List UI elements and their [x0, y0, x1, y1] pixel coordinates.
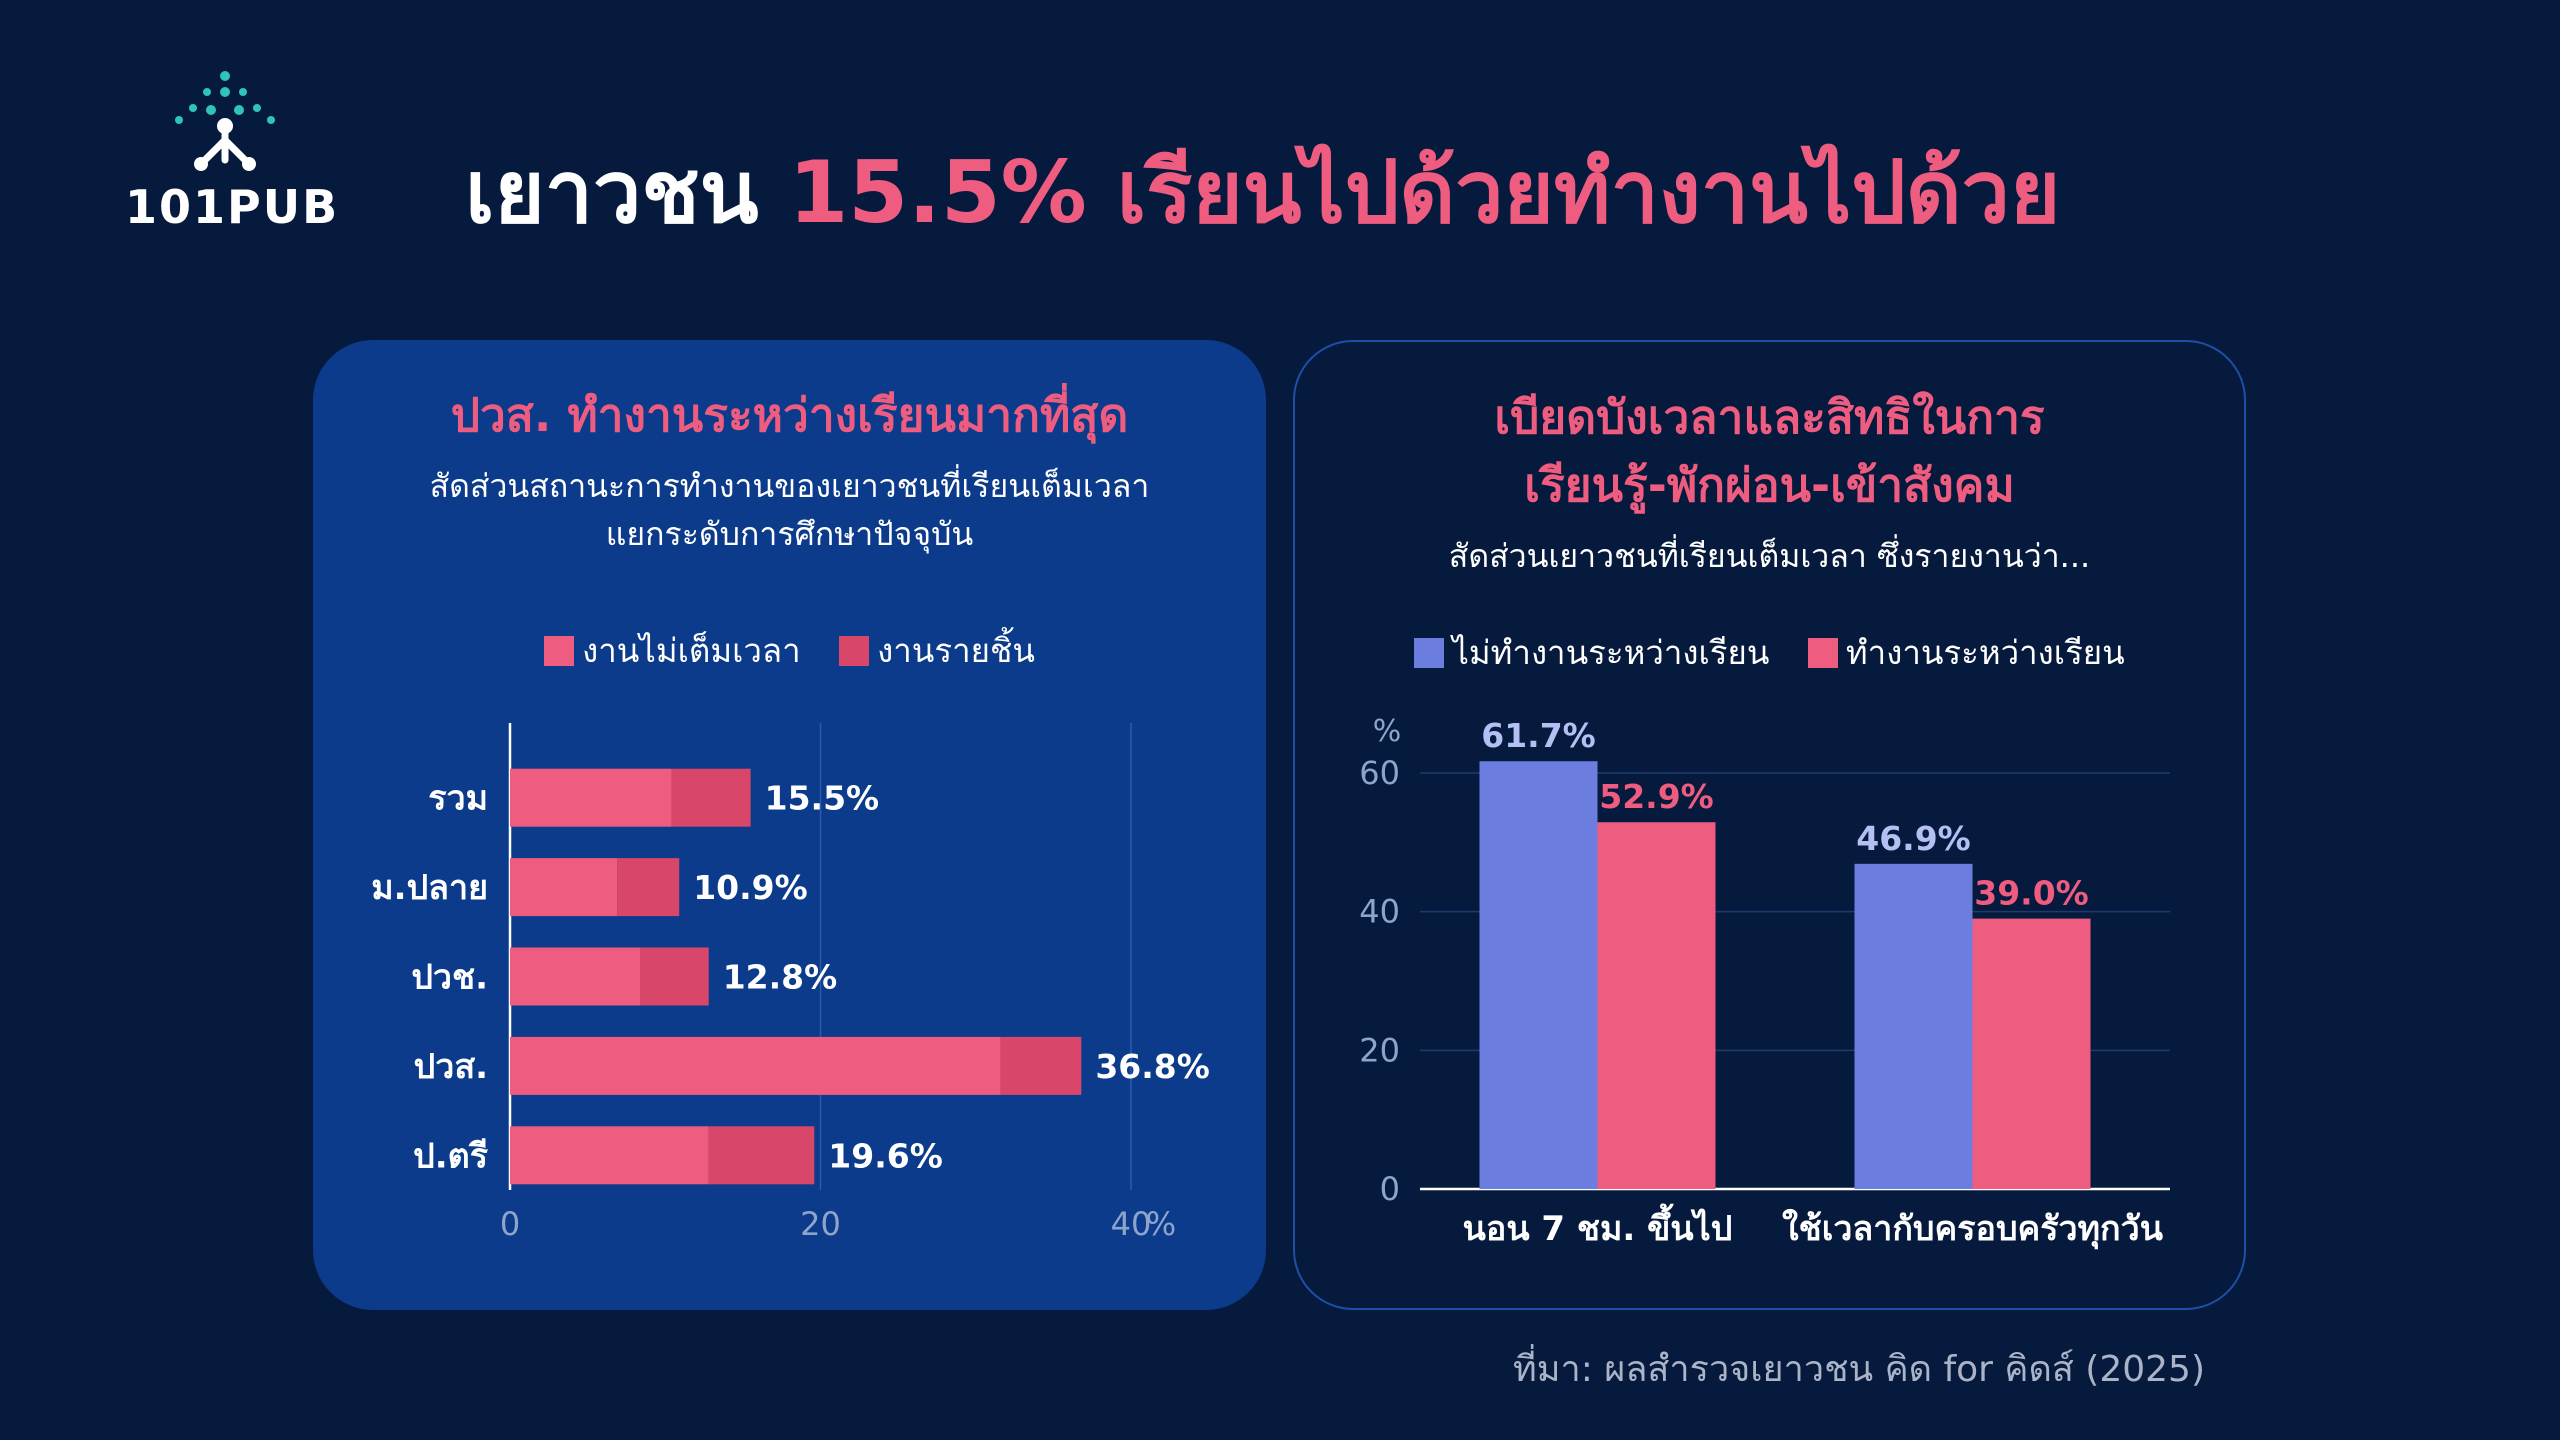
legend-label: ไม่ทำงานระหว่างเรียน: [1452, 633, 1770, 672]
y-tick-label: 20: [1359, 1031, 1400, 1069]
legend-swatch: [1414, 637, 1445, 668]
brand-name: 101PUB: [125, 180, 340, 234]
title-accent: 15.5% เรียนไปด้วยทำงานไปด้วย: [788, 143, 2061, 243]
category-label: นอน 7 ชม. ขึ้นไป: [1463, 1203, 1733, 1249]
data-label: 10.9%: [693, 868, 808, 907]
source-note: ที่มา: ผลสำรวจเยาวชน คิด for คิดส์ (2025…: [1513, 1349, 2205, 1390]
legend-item-part-time: งานไม่เต็มเวลา: [544, 624, 801, 677]
legend-item-piecework: งานรายชิ้น: [839, 624, 1035, 677]
data-label: 19.6%: [828, 1136, 943, 1175]
brand-logo: 101PUB: [125, 68, 340, 238]
bar-segment: [617, 858, 680, 917]
bar-segment: [708, 1126, 815, 1185]
bar: [1479, 761, 1598, 1189]
legend-swatch: [1807, 637, 1838, 668]
y-tick-label: 60: [1359, 754, 1400, 792]
data-label: 52.9%: [1599, 777, 1714, 816]
y-tick-label: 0: [1380, 1170, 1400, 1208]
category-label: ปวส.: [414, 1047, 488, 1087]
category-label: ใช้เวลากับครอบครัวทุกวัน: [1782, 1208, 2163, 1250]
legend-swatch: [544, 635, 575, 666]
right-chart-title-1: เบียดบังเวลาและสิทธิในการ: [1494, 390, 2045, 444]
category-label: ม.ปลาย: [371, 868, 488, 908]
bar-segment: [671, 768, 751, 827]
data-label: 61.7%: [1481, 716, 1596, 755]
bar-segment: [510, 1126, 709, 1185]
vertical-bar-chart: 0 20 40 60% 61.7%52.9% นอน 7 ชม. ขึ้นไป 46.9%3…: [1359, 714, 2170, 1250]
right-chart-title-2: เรียนรู้-พักผ่อน-เข้าสังคม: [1524, 458, 2015, 512]
bar-segment: [1000, 1036, 1082, 1095]
left-chart-legend: งานไม่เต็มเวลา งานรายชิ้น: [313, 624, 1266, 677]
data-label: 39.0%: [1974, 874, 2089, 913]
bar-segment: [640, 947, 709, 1006]
legend-label: งานไม่เต็มเวลา: [582, 631, 801, 670]
data-label: 36.8%: [1095, 1047, 1210, 1086]
bar: [1972, 918, 2091, 1189]
legend-swatch: [839, 635, 870, 666]
left-chart-panel: ปวส. ทำงานระหว่างเรียนมากที่สุด สัดส่วนส…: [313, 340, 1266, 1310]
right-chart-legend: ไม่ทำงานระหว่างเรียน ทำงานระหว่างเรียน: [1295, 626, 2244, 679]
x-tick-label: 0: [500, 1205, 520, 1243]
data-label: 15.5%: [765, 779, 880, 818]
network-logo-icon: [175, 71, 275, 171]
x-unit-label: %: [1146, 1205, 1176, 1243]
page-title: เยาวชน 15.5% เรียนไปด้วยทำงานไปด้วย: [465, 150, 2165, 236]
legend-label: งานรายชิ้น: [877, 631, 1035, 670]
left-chart-title: ปวส. ทำงานระหว่างเรียนมากที่สุด: [450, 388, 1129, 442]
legend-item-working: ทำงานระหว่างเรียน: [1807, 626, 2125, 679]
y-tick-label: 40: [1359, 893, 1400, 931]
x-tick-label: 20: [800, 1205, 841, 1243]
bar: [1597, 822, 1716, 1189]
data-label: 46.9%: [1856, 819, 1971, 858]
bar-segment: [510, 947, 641, 1006]
bar-segment: [510, 858, 618, 917]
category-label: ป.ตรี: [413, 1136, 489, 1176]
horizontal-bar-chart: 0 20 40% รวม 15.5% ม.ปลาย 10.9% ปวช. 12.8% ปวส. 36…: [371, 723, 1210, 1243]
title-part: เยาวชน: [465, 143, 789, 243]
legend-label: ทำงานระหว่างเรียน: [1845, 633, 2125, 672]
right-chart-subtitle: สัดส่วนเยาวชนที่เรียนเต็มเวลา ซึ่งรายงาน…: [1448, 537, 2091, 575]
right-chart-panel: เบียดบังเวลาและสิทธิในการ เรียนรู้-พักผ่…: [1293, 340, 2246, 1310]
left-chart-subtitle-2: แยกระดับการศึกษาปัจจุบัน: [605, 515, 974, 553]
data-label: 12.8%: [723, 958, 838, 997]
legend-item-not-working: ไม่ทำงานระหว่างเรียน: [1414, 626, 1769, 679]
x-tick-label: 40: [1111, 1205, 1152, 1243]
bar: [1854, 863, 1973, 1189]
bar-segment: [510, 1036, 1001, 1095]
bar-segment: [510, 768, 672, 827]
category-label: รวม: [428, 779, 488, 819]
left-chart-subtitle-1: สัดส่วนสถานะการทำงานของเยาวชนที่เรียนเต็…: [429, 467, 1150, 505]
y-unit-label: %: [1373, 714, 1402, 749]
category-label: ปวช.: [411, 958, 488, 998]
